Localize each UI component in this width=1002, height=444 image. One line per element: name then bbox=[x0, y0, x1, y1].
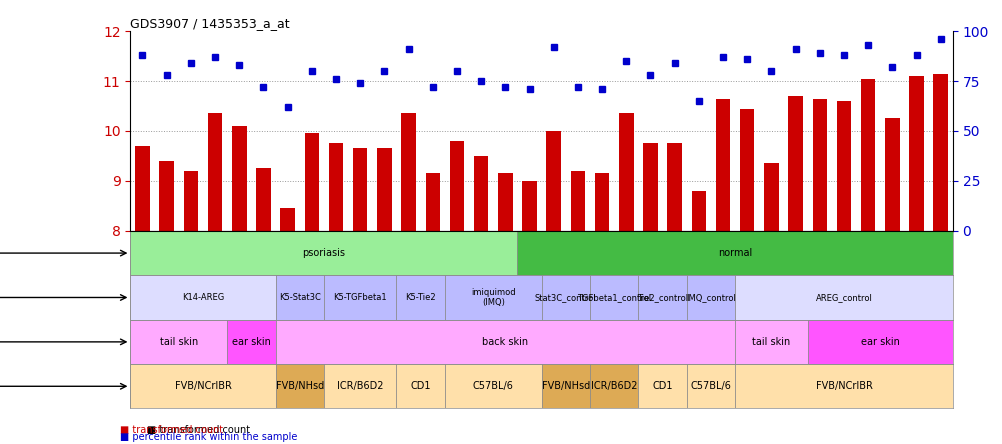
Text: K5-Stat3C: K5-Stat3C bbox=[279, 293, 321, 302]
Bar bbox=[276, 320, 734, 364]
Text: FVB/NHsd: FVB/NHsd bbox=[276, 381, 324, 391]
Bar bbox=[637, 275, 686, 320]
Text: tail skin: tail skin bbox=[159, 337, 197, 347]
Bar bbox=[130, 231, 517, 275]
Bar bbox=[860, 79, 875, 231]
Bar bbox=[324, 364, 396, 408]
Bar bbox=[666, 143, 681, 231]
Bar bbox=[183, 171, 198, 231]
Bar bbox=[445, 364, 541, 408]
Text: K14-AREG: K14-AREG bbox=[181, 293, 223, 302]
Bar bbox=[909, 76, 923, 231]
Bar bbox=[329, 143, 343, 231]
Bar bbox=[305, 134, 319, 231]
Bar bbox=[764, 163, 778, 231]
Text: IMQ_control: IMQ_control bbox=[685, 293, 735, 302]
Bar bbox=[377, 148, 391, 231]
Text: ■ transformed count: ■ transformed count bbox=[146, 425, 249, 435]
Bar bbox=[715, 99, 729, 231]
Bar bbox=[396, 364, 445, 408]
Bar bbox=[807, 320, 952, 364]
Bar bbox=[589, 364, 637, 408]
Text: FVB/NCrIBR: FVB/NCrIBR bbox=[174, 381, 231, 391]
Bar bbox=[231, 126, 246, 231]
Bar bbox=[130, 275, 276, 320]
Text: CD1: CD1 bbox=[651, 381, 672, 391]
Text: Stat3C_control: Stat3C_control bbox=[534, 293, 596, 302]
Bar bbox=[130, 320, 226, 364]
Bar bbox=[522, 181, 536, 231]
Bar bbox=[541, 275, 589, 320]
Bar bbox=[276, 364, 324, 408]
Bar bbox=[734, 320, 807, 364]
Bar bbox=[130, 364, 276, 408]
Text: normal: normal bbox=[717, 248, 752, 258]
Bar bbox=[425, 174, 440, 231]
Bar bbox=[884, 119, 899, 231]
Bar bbox=[256, 168, 271, 231]
Bar bbox=[517, 231, 952, 275]
Bar bbox=[401, 114, 416, 231]
Bar bbox=[570, 171, 584, 231]
Text: ■ percentile rank within the sample: ■ percentile rank within the sample bbox=[120, 432, 298, 443]
Text: GDS3907 / 1435353_a_at: GDS3907 / 1435353_a_at bbox=[130, 17, 290, 30]
Text: ■ transformed count: ■ transformed count bbox=[120, 425, 223, 435]
Text: C57BL/6: C57BL/6 bbox=[472, 381, 513, 391]
Bar bbox=[691, 191, 705, 231]
Bar bbox=[135, 146, 149, 231]
Text: ear skin: ear skin bbox=[231, 337, 271, 347]
Bar bbox=[207, 114, 222, 231]
Bar bbox=[734, 364, 952, 408]
Bar bbox=[594, 174, 609, 231]
Bar bbox=[686, 275, 734, 320]
Text: psoriasis: psoriasis bbox=[303, 248, 345, 258]
Bar bbox=[498, 174, 512, 231]
Bar bbox=[546, 131, 560, 231]
Bar bbox=[281, 208, 295, 231]
Text: FVB/NCrIBR: FVB/NCrIBR bbox=[815, 381, 872, 391]
Text: C57BL/6: C57BL/6 bbox=[689, 381, 730, 391]
Text: K5-TGFbeta1: K5-TGFbeta1 bbox=[333, 293, 387, 302]
Text: K5-Tie2: K5-Tie2 bbox=[405, 293, 436, 302]
Bar bbox=[812, 99, 827, 231]
Text: tail skin: tail skin bbox=[752, 337, 790, 347]
Bar bbox=[324, 275, 396, 320]
Bar bbox=[159, 161, 173, 231]
Bar bbox=[276, 275, 324, 320]
Text: ICR/B6D2: ICR/B6D2 bbox=[590, 381, 637, 391]
Bar bbox=[933, 74, 947, 231]
Bar bbox=[618, 114, 633, 231]
Bar bbox=[541, 364, 589, 408]
Text: imiquimod
(IMQ): imiquimod (IMQ) bbox=[471, 288, 515, 307]
Bar bbox=[739, 108, 754, 231]
Text: back skin: back skin bbox=[482, 337, 528, 347]
Bar bbox=[788, 96, 802, 231]
Bar bbox=[396, 275, 445, 320]
Bar bbox=[445, 275, 541, 320]
Bar bbox=[449, 141, 464, 231]
Bar bbox=[836, 101, 851, 231]
Text: ICR/B6D2: ICR/B6D2 bbox=[337, 381, 383, 391]
Text: AREG_control: AREG_control bbox=[815, 293, 872, 302]
Bar bbox=[734, 275, 952, 320]
Bar bbox=[642, 143, 657, 231]
Text: FVB/NHsd: FVB/NHsd bbox=[541, 381, 589, 391]
Text: CD1: CD1 bbox=[410, 381, 431, 391]
Text: TGFbeta1_control: TGFbeta1_control bbox=[576, 293, 650, 302]
Text: ear skin: ear skin bbox=[860, 337, 899, 347]
Bar bbox=[589, 275, 637, 320]
Bar bbox=[637, 364, 686, 408]
Bar bbox=[353, 148, 367, 231]
Bar bbox=[473, 156, 488, 231]
Text: Tie2_control: Tie2_control bbox=[636, 293, 687, 302]
Bar bbox=[686, 364, 734, 408]
Bar bbox=[226, 320, 276, 364]
